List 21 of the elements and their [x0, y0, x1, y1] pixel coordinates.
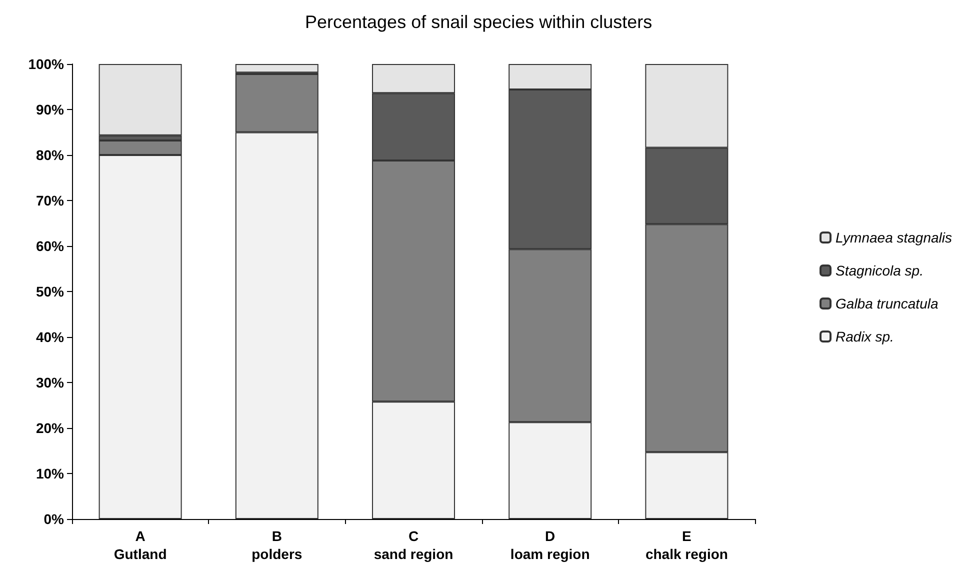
x-tick-label: A Gutland — [114, 528, 167, 562]
y-tick-label: 50% — [36, 284, 65, 300]
x-tick-label: C sand region — [374, 528, 454, 562]
x-tick-label: E chalk region — [645, 528, 728, 562]
x-tick-label: B polders — [252, 528, 302, 562]
y-tick-label: 80% — [36, 147, 65, 163]
y-tick-label: 90% — [36, 102, 65, 118]
y-tick-label: 100% — [28, 56, 65, 72]
y-tick-label: 70% — [36, 192, 65, 208]
y-tick-label: 20% — [36, 420, 65, 436]
chart-title: Percentages of snail species within clusters — [305, 12, 652, 32]
y-tick-label: 30% — [36, 374, 65, 390]
y-tick-label: 10% — [36, 466, 65, 482]
y-tick-label: 40% — [36, 329, 65, 345]
legend-label: Lymnaea stagnalis — [836, 230, 952, 246]
y-tick-label: 0% — [44, 511, 65, 527]
legend-label: Radix sp. — [836, 328, 894, 344]
x-tick-label: D loam region — [510, 528, 590, 562]
y-tick-label: 60% — [36, 238, 65, 254]
legend-label: Stagnicola sp. — [836, 262, 924, 278]
legend-label: Galba truncatula — [836, 296, 938, 312]
